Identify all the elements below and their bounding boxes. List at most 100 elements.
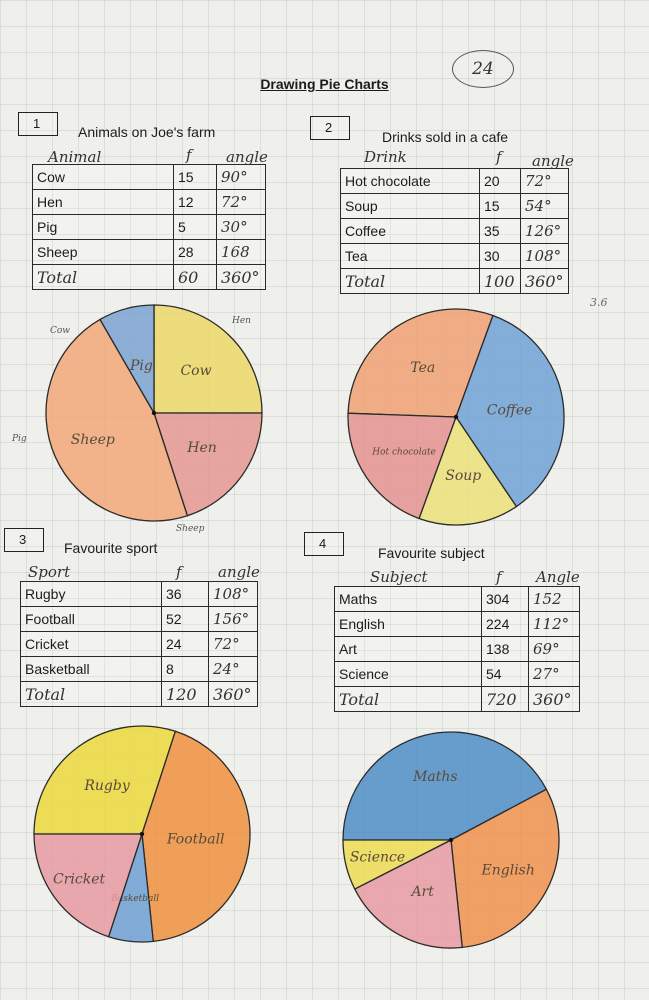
column-header-category: Subject [370,568,428,586]
table-row: Pig 5 30° [32,214,266,240]
table-row: Hen 12 72° [32,189,266,215]
table-row: Coffee 35 126° [340,218,569,244]
pie-slice-art [353,838,464,949]
table-row: Soup 15 54° [340,193,569,219]
table-row: Tea 30 108° [340,243,569,269]
table-cell: Sheep [32,239,174,265]
table-cell: 54 [481,661,529,687]
column-header-angle: angle [532,152,574,170]
frequency-table: Rugby 36 108° Football 52 156° Cricket 24 72° … [20,581,258,707]
column-header-frequency: f [176,563,182,581]
table-cell: 5 [173,214,217,240]
column-header-category: Animal [48,148,102,166]
table-cell: English [334,611,482,637]
table-cell: 720 [481,686,529,712]
table-cell: 90° [216,164,266,190]
table-cell: 24° [208,656,258,682]
table-cell: 120 [161,681,209,707]
pie-slice-rugby [33,725,177,835]
table-cell: Hot chocolate [340,168,480,194]
table-cell: 100 [479,268,521,294]
margin-label: Pig [12,434,27,444]
table-cell: 360° [528,686,580,712]
question-title: Drinks sold in a cafe [382,129,509,145]
table-row: Cricket 24 72° [20,631,258,657]
table-cell: 52 [161,606,209,632]
pie-slice-sheep [45,318,189,522]
question-number: 3 [4,528,44,552]
table-cell: 8 [161,656,209,682]
table-cell: 12 [173,189,217,215]
margin-label: Hen [232,316,251,326]
table-cell: Cow [32,164,174,190]
table-row: English 224 112° [334,611,580,637]
slice-label: Basketball [110,894,159,904]
frequency-table: Cow 15 90° Hen 12 72° Pig 5 30° Sheep 28 168 Tot… [32,164,266,290]
question-title: Favourite subject [378,545,485,561]
pie-slice-pig [99,304,155,416]
table-cell: 72° [208,631,258,657]
table-cell: 15 [173,164,217,190]
pie-chart-subject: Maths English Art Science [342,731,560,949]
table-row: Sheep 28 168 [32,239,266,265]
slice-label: Maths [412,769,458,785]
column-header-angle: Angle [536,568,580,586]
table-cell: Pig [32,214,174,240]
table-row: Science 54 27° [334,661,580,687]
table-row: Rugby 36 108° [20,581,258,607]
column-header-angle: angle [226,148,268,166]
table-row: Football 52 156° [20,606,258,632]
table-cell: 54° [520,193,569,219]
table-cell: 360° [208,681,258,707]
table-row: Art 138 69° [334,636,580,662]
pie-chart-animals: Cow Hen Sheep Pig [45,304,263,522]
pie-chart-sport: Rugby Football Basketball Cricket [33,725,251,943]
slice-label: Coffee [487,402,533,418]
column-header-angle: angle [218,563,260,581]
table-cell: 360° [520,268,569,294]
table-cell: Hen [32,189,174,215]
slice-label: English [481,862,535,878]
pie-slice-tea [347,308,494,418]
slice-label: Pig [129,358,153,374]
table-cell: 20 [479,168,521,194]
slice-label: Art [409,884,434,900]
table-cell: 60 [173,264,217,290]
column-header-frequency: f [186,146,192,164]
pie-slice-football [141,730,251,943]
slice-label: Hen [186,440,217,456]
pie-slice-soup [418,415,518,526]
table-row: Cow 15 90° [32,164,266,190]
table-cell: 35 [479,218,521,244]
margin-label: Sheep [176,524,205,534]
question-title: Favourite sport [64,540,158,556]
question-title: Animals on Joe's farm [78,124,216,140]
table-cell: 152 [528,586,580,612]
slice-label: Hot chocolate [371,448,436,458]
table-cell: 126° [520,218,569,244]
table-cell: 224 [481,611,529,637]
slice-label: Tea [410,360,435,376]
question-number: 2 [310,116,350,140]
table-cell: Total [340,268,480,294]
table-cell: Soup [340,193,480,219]
table-cell: Total [32,264,174,290]
table-cell: Basketball [20,656,162,682]
question-number: 4 [304,532,344,556]
question-number: 1 [18,112,58,136]
table-cell: 72° [520,168,569,194]
side-note: 3.6 [590,296,608,309]
table-cell: 30 [479,243,521,269]
pie-center [151,410,157,416]
pie-slice-science [342,839,452,890]
table-cell: 304 [481,586,529,612]
table-row-total: Total 720 360° [334,686,580,712]
column-header-frequency: f [496,568,502,586]
column-header-frequency: f [496,148,502,166]
table-cell: Science [334,661,482,687]
table-cell: 156° [208,606,258,632]
frequency-table: Maths 304 152 English 224 112° Art 138 69° Sci… [334,586,580,712]
table-cell: 69° [528,636,580,662]
page-title: Drawing Pie Charts [260,76,389,92]
